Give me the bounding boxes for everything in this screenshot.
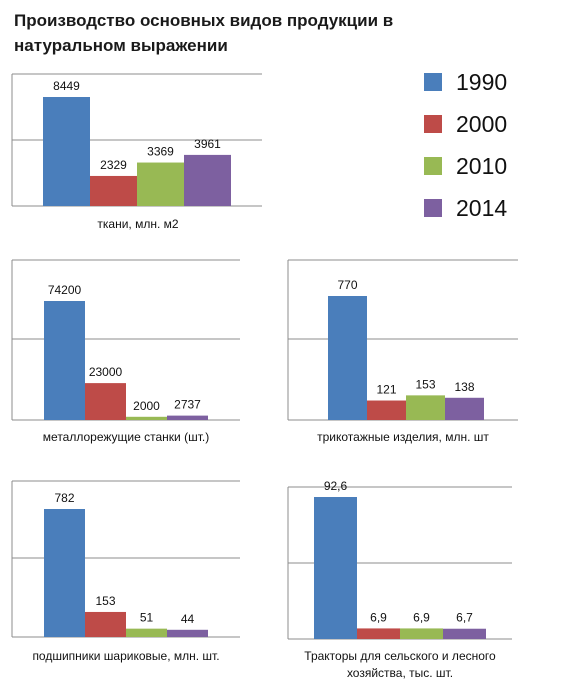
bar-2000 — [85, 383, 126, 420]
data-label-2014: 3961 — [194, 137, 221, 151]
bar-2010 — [400, 628, 443, 639]
bar-1990 — [328, 296, 367, 420]
bar-2000 — [90, 175, 137, 206]
data-label-2014: 2737 — [174, 398, 201, 412]
bar-2000 — [85, 611, 126, 637]
data-label-2010: 153 — [415, 377, 435, 391]
chart-panel-5: 92,6 6,9 6,9 6,7 Тракторы для сельского и ле… — [287, 479, 512, 680]
data-label-2000: 121 — [376, 383, 396, 397]
chart-caption: ткани, млн. м2 — [97, 217, 178, 231]
data-label-2014: 44 — [181, 612, 195, 626]
legend-label-2014: 2014 — [456, 195, 507, 221]
data-label-2000: 2329 — [100, 158, 127, 172]
chart-caption: хозяйства, тыс. шт. — [347, 666, 453, 680]
data-label-2000: 6,9 — [370, 610, 387, 624]
data-label-1990: 74200 — [48, 283, 82, 297]
bar-2000 — [357, 628, 400, 639]
chart-caption: трикотажные изделия, млн. шт — [317, 430, 489, 444]
bar-2014 — [167, 629, 208, 637]
chart-caption: подшипники шариковые, млн. шт. — [32, 649, 219, 663]
bar-2010 — [137, 162, 184, 206]
legend-swatch-2010 — [424, 157, 442, 175]
legend-swatch-1990 — [424, 73, 442, 91]
bar-1990 — [44, 301, 85, 420]
chart-panel-1: 8449 2329 3369 3961 ткани, млн. м2 — [11, 73, 262, 231]
data-label-1990: 92,6 — [324, 479, 348, 493]
data-label-2014: 6,7 — [456, 611, 473, 625]
data-label-2000: 23000 — [89, 365, 123, 379]
bar-1990 — [314, 497, 357, 639]
data-label-1990: 782 — [54, 491, 74, 505]
data-label-2010: 2000 — [133, 399, 160, 413]
bar-2010 — [406, 395, 445, 420]
data-label-2010: 6,9 — [413, 610, 430, 624]
chart-caption: металлорежущие станки (шт.) — [43, 430, 209, 444]
legend-label-2000: 2000 — [456, 111, 507, 137]
legend-swatch-2000 — [424, 115, 442, 133]
data-label-2010: 3369 — [147, 145, 174, 159]
legend-label-2010: 2010 — [456, 153, 507, 179]
legend: 1990 2000 2010 2014 — [424, 69, 507, 221]
data-label-1990: 770 — [337, 278, 357, 292]
chart-panel-2: 74200 23000 2000 2737 металлорежущие станки … — [11, 259, 240, 444]
bar-2010 — [126, 628, 167, 637]
bar-2014 — [167, 415, 208, 420]
data-label-2000: 153 — [95, 594, 115, 608]
bar-2014 — [184, 154, 231, 206]
legend-swatch-2014 — [424, 199, 442, 217]
bar-1990 — [44, 509, 85, 637]
bar-2010 — [126, 416, 167, 420]
chart-panel-3: 770 121 153 138 трикотажные изделия, млн. шт — [287, 259, 518, 444]
page-title: Производство основных видов продукции в … — [14, 11, 394, 55]
chart-panel-4: 782 153 51 44 подшипники шариковые, млн. шт. — [11, 480, 240, 663]
data-label-1990: 8449 — [53, 79, 80, 93]
data-label-2014: 138 — [454, 380, 474, 394]
bar-2014 — [443, 628, 486, 639]
bar-2014 — [445, 397, 484, 420]
chart-caption: Тракторы для сельского и лесного — [304, 649, 496, 663]
legend-label-1990: 1990 — [456, 69, 507, 95]
bar-2000 — [367, 400, 406, 420]
data-label-2010: 51 — [140, 611, 154, 625]
bar-1990 — [43, 97, 90, 206]
